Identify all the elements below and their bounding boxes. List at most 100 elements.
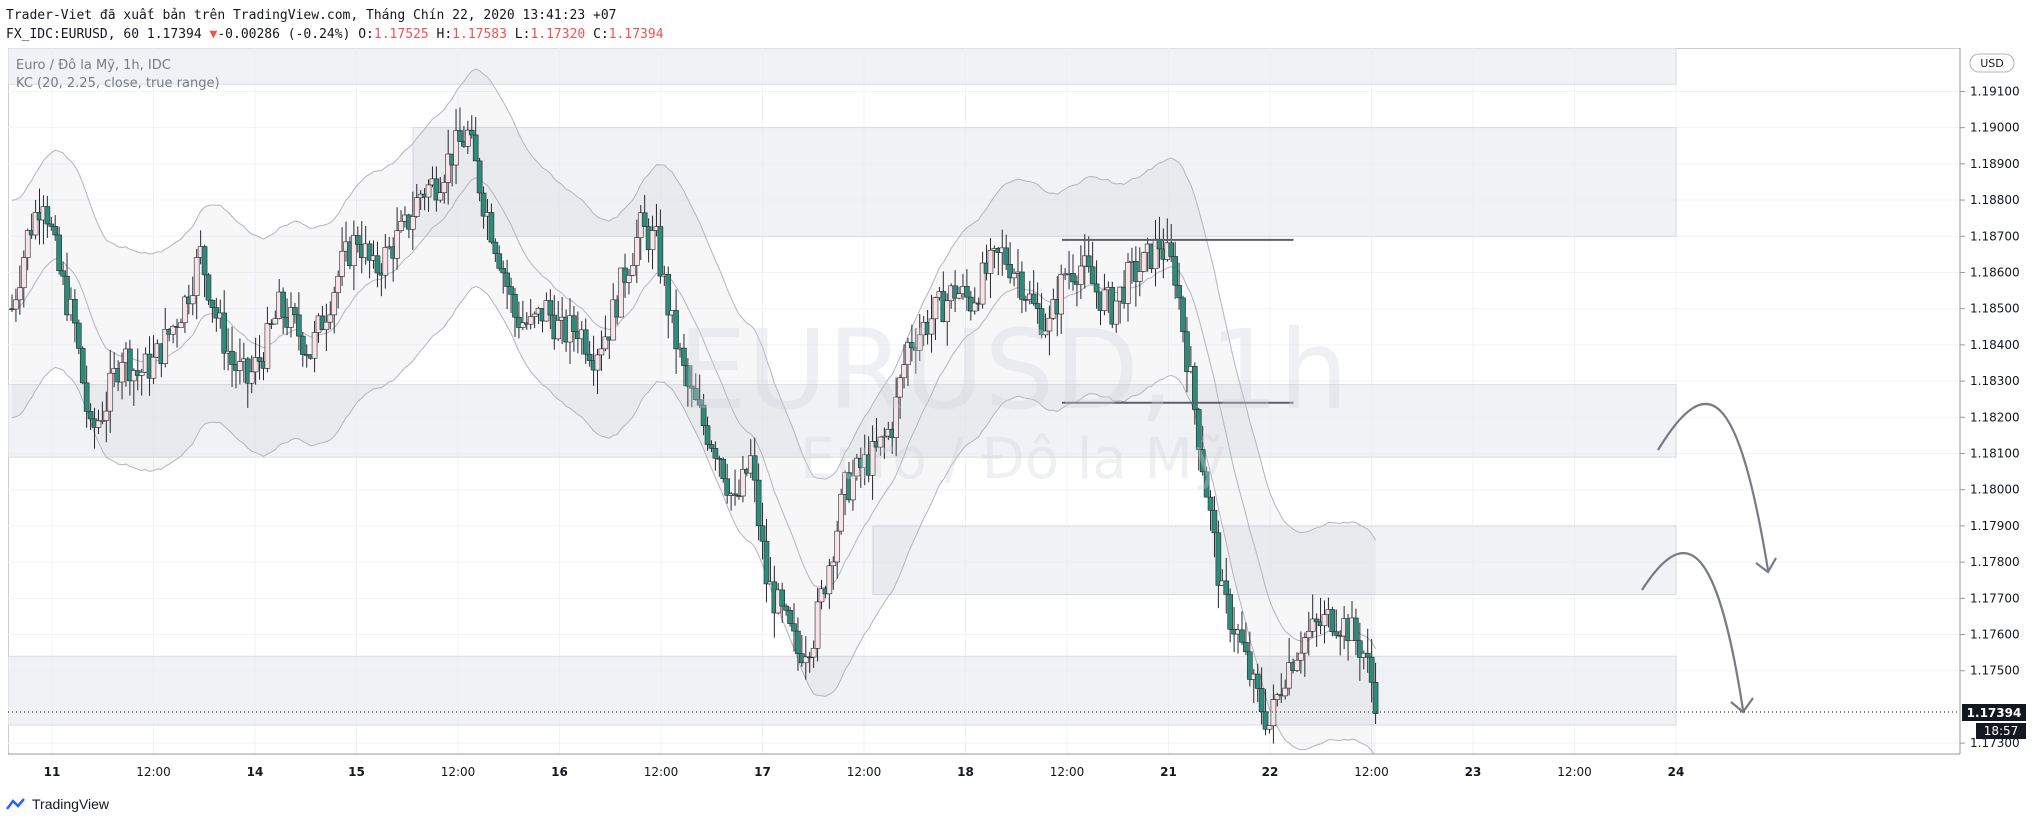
candle-body	[1003, 247, 1009, 265]
currency-button[interactable]: USD	[1969, 53, 2015, 73]
open-label: O:	[358, 27, 374, 42]
candle-body	[107, 372, 114, 412]
candle-body	[24, 230, 31, 258]
y-tick-label: 1.17500	[1970, 664, 2020, 678]
candle-body	[1258, 688, 1265, 713]
candle-body	[119, 362, 125, 383]
candle-body	[413, 197, 420, 217]
candle-body	[1247, 651, 1253, 680]
x-tick-label: 15	[348, 765, 365, 779]
candle-body	[1207, 496, 1214, 511]
candle-body	[779, 589, 786, 607]
y-tick-label: 1.18000	[1970, 483, 2020, 497]
y-tick-label: 1.17300	[1970, 736, 2020, 750]
candle-body	[138, 371, 145, 376]
candle-body	[1172, 256, 1178, 286]
candle-body	[48, 223, 55, 227]
candle-body	[433, 178, 440, 201]
x-tick-label: 24	[1668, 765, 1685, 779]
candle-body	[1070, 273, 1076, 283]
candle-body	[221, 312, 227, 354]
y-tick-label: 1.18800	[1970, 193, 2020, 207]
candle-body	[516, 316, 522, 328]
candle-body	[150, 356, 157, 379]
candle-body	[1030, 293, 1037, 304]
candle-body	[1168, 242, 1175, 257]
candle-body	[189, 295, 196, 305]
candle-body	[1298, 652, 1304, 661]
candle-body	[1011, 273, 1017, 279]
candle-body	[531, 313, 538, 317]
candle-body	[964, 286, 970, 298]
candle-body	[1007, 264, 1013, 279]
candle-body	[1333, 631, 1340, 636]
projection-arrow-1	[1657, 403, 1770, 571]
chart-canvas[interactable]: EURUSD, 1h Euro / Đô la Mỹ 1.19100 1.1900…	[8, 48, 2028, 788]
candle-body	[547, 300, 554, 316]
last-price: 1.17394	[146, 27, 202, 42]
candle-body	[382, 247, 389, 276]
x-tick-label: 22	[1262, 765, 1279, 779]
tradingview-logo[interactable]: TradingView	[6, 796, 109, 812]
candle-body	[641, 212, 648, 227]
candle-body	[1227, 594, 1233, 630]
candle-body	[60, 270, 66, 277]
candle-body	[520, 322, 526, 328]
x-tick-label: 12:00	[847, 765, 882, 779]
candle-body	[280, 291, 286, 318]
candle-body	[708, 444, 715, 449]
candle-body	[292, 307, 298, 316]
candle-body	[355, 235, 361, 245]
candle-body	[288, 307, 294, 328]
price-axis[interactable]	[1960, 48, 2028, 754]
candle-body	[170, 325, 176, 335]
candle-body	[374, 255, 381, 274]
low-label: L:	[514, 27, 531, 42]
zone-rect	[872, 525, 1677, 596]
candle-body	[127, 348, 133, 382]
candle-body	[716, 457, 723, 460]
candle-body	[1203, 471, 1210, 498]
candle-body	[410, 216, 416, 230]
candle-body	[712, 448, 719, 459]
candle-body	[44, 206, 51, 225]
candle-body	[1321, 614, 1328, 627]
candle-body	[1266, 725, 1273, 730]
candle-body	[441, 182, 448, 193]
middle-band	[11, 177, 1377, 650]
candle-body	[244, 358, 251, 384]
price-tag: 1.17394 18:57	[1962, 704, 2026, 739]
candle-body	[95, 420, 102, 428]
candle-body	[630, 265, 636, 276]
candle-body	[472, 134, 479, 162]
y-tick-label: 1.18400	[1970, 338, 2020, 352]
time-axis[interactable]	[8, 754, 2028, 788]
x-tick-label: 21	[1160, 765, 1177, 779]
candle-body	[398, 220, 404, 231]
y-tick-label: 1.18900	[1970, 157, 2020, 171]
y-tick-label: 1.18600	[1970, 265, 2020, 279]
candle-body	[704, 425, 711, 445]
candle-body	[1243, 641, 1249, 653]
y-tick-label: 1.18700	[1970, 229, 2020, 243]
y-tick-label: 1.17700	[1970, 591, 2020, 605]
x-tick-label: 12:00	[441, 765, 476, 779]
candle-body	[1085, 255, 1092, 268]
candle-body	[1211, 510, 1218, 534]
candle-body	[696, 399, 703, 406]
candle-body	[500, 268, 506, 274]
watermark-name: Euro / Đô la Mỹ	[800, 427, 1226, 492]
zone-rect	[8, 655, 1677, 726]
countdown-text: 18:57	[1984, 724, 2019, 738]
candle-body	[339, 250, 345, 277]
candle-body	[1364, 652, 1371, 658]
x-tick-label: 16	[551, 765, 568, 779]
y-tick-label: 1.17900	[1970, 519, 2020, 533]
candle-body	[205, 274, 212, 301]
y-tick-label: 1.18500	[1970, 302, 2020, 316]
candle-body	[586, 353, 593, 361]
candle-body	[689, 385, 695, 389]
candle-body	[979, 262, 986, 305]
zone-rect	[8, 48, 1677, 85]
x-tick-label: 12:00	[1050, 765, 1085, 779]
